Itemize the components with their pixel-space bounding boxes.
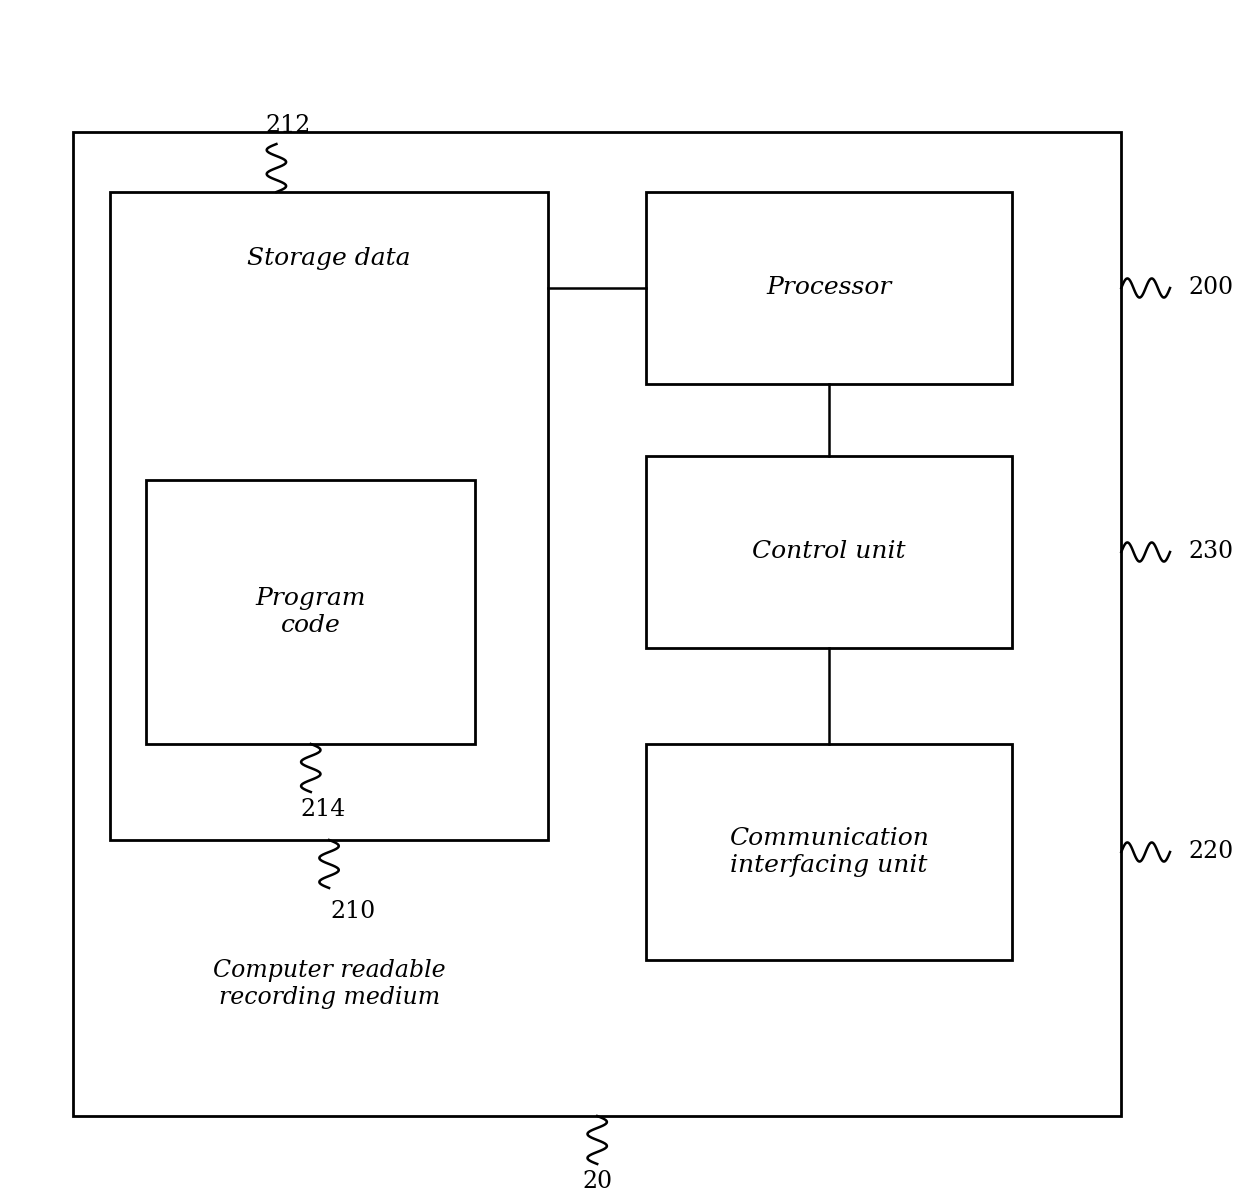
Bar	[73, 132, 1121, 1116]
Text: Processor: Processor	[766, 276, 892, 300]
Text: Computer readable
recording medium: Computer readable recording medium	[213, 959, 445, 1009]
Text: 214: 214	[300, 798, 346, 822]
Bar	[646, 456, 1012, 648]
Text: 20: 20	[582, 1170, 613, 1194]
Text: Control unit: Control unit	[751, 540, 905, 564]
Text: Storage data: Storage data	[247, 246, 410, 270]
Bar	[646, 744, 1012, 960]
Bar	[109, 192, 548, 840]
Bar	[146, 480, 475, 744]
Text: 200: 200	[1188, 276, 1234, 300]
Text: Program
code: Program code	[255, 587, 366, 637]
Text: 220: 220	[1188, 840, 1234, 864]
Bar	[646, 192, 1012, 384]
Text: 212: 212	[265, 114, 311, 138]
Text: 230: 230	[1188, 540, 1234, 564]
Text: Communication
interfacing unit: Communication interfacing unit	[729, 827, 929, 877]
Text: 210: 210	[331, 900, 376, 924]
